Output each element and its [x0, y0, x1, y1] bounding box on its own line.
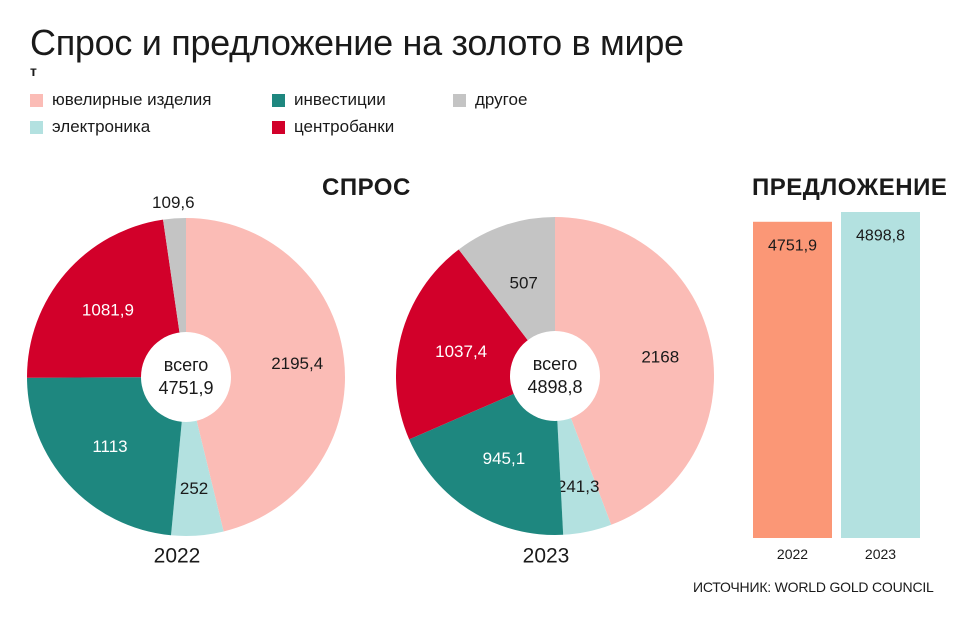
bar-category-label: 2022 [777, 546, 808, 562]
pie-chart-2023: 2168 241,3 945,1 1037,4 507 всего 4898,8 2023 [395, 217, 715, 568]
slice-label: 945,1 [483, 449, 526, 468]
pie-center-hole [510, 331, 600, 421]
bar-value-label: 4751,9 [768, 237, 817, 254]
legend-swatch-investment [272, 93, 285, 107]
pie-total-value: 4751,9 [158, 378, 213, 398]
legend-swatch-electronics [30, 120, 43, 134]
chart-title: Спрос и предложение на золото в мире [30, 22, 684, 63]
pie-slice [27, 377, 186, 536]
pie-slice [409, 376, 564, 536]
supply-bar-chart: 4751,9 2022 4898,8 2023 [753, 212, 920, 562]
legend-label-investment: инвестиции [294, 90, 386, 109]
legend-item-jewelry: ювелирные изделия [30, 90, 211, 110]
pie-slice [26, 219, 187, 378]
slice-label: 2168 [641, 347, 679, 366]
demand-title: СПРОС [322, 174, 411, 201]
unit-label: т [30, 63, 37, 79]
slice-label: 1113 [92, 437, 127, 456]
slice-label: 2195,4 [271, 354, 323, 373]
legend-item-other: другое [453, 90, 527, 110]
slice-label: 1081,9 [82, 300, 134, 319]
legend-item-investment: инвестиции [272, 90, 386, 110]
slice-label: 241,3 [557, 477, 600, 496]
pie-center-hole [141, 332, 231, 422]
supply-title: ПРЕДЛОЖЕНИЕ [752, 174, 948, 201]
legend-label-central-banks: центробанки [294, 117, 395, 136]
slice-label: 507 [510, 274, 538, 293]
pie-year-label: 2023 [523, 545, 570, 568]
legend-item-electronics: электроника [30, 117, 150, 137]
pie-center-caption: всего [533, 354, 578, 374]
bar-category-label: 2023 [865, 546, 896, 562]
pie-chart-2022: 2195,4 252 1113 1081,9 109,6 всего 4751,9 2022 [26, 193, 345, 568]
legend-swatch-other [453, 93, 466, 107]
slice-label: 1037,4 [435, 342, 487, 361]
legend-item-central-banks: центробанки [272, 117, 394, 137]
slice-label: 109,6 [152, 193, 195, 212]
pie-total-value: 4898,8 [527, 377, 582, 397]
pie-center-caption: всего [164, 355, 209, 375]
slice-label: 252 [180, 479, 208, 498]
legend-swatch-jewelry [30, 93, 43, 107]
legend-swatch-central-banks [272, 120, 285, 134]
legend-label-other: другое [475, 90, 528, 109]
legend-label-electronics: электроника [52, 117, 151, 136]
pie-year-label: 2022 [154, 545, 201, 568]
bar-value-label: 4898,8 [856, 228, 905, 245]
supply-bar [753, 221, 832, 538]
pie-slice [186, 218, 345, 532]
pie-slice [458, 217, 555, 376]
legend-label-jewelry: ювелирные изделия [52, 90, 212, 109]
supply-bar [841, 212, 920, 538]
pie-slice [555, 217, 715, 525]
source-note: ИСТОЧНИК: WORLD GOLD COUNCIL [693, 579, 934, 595]
